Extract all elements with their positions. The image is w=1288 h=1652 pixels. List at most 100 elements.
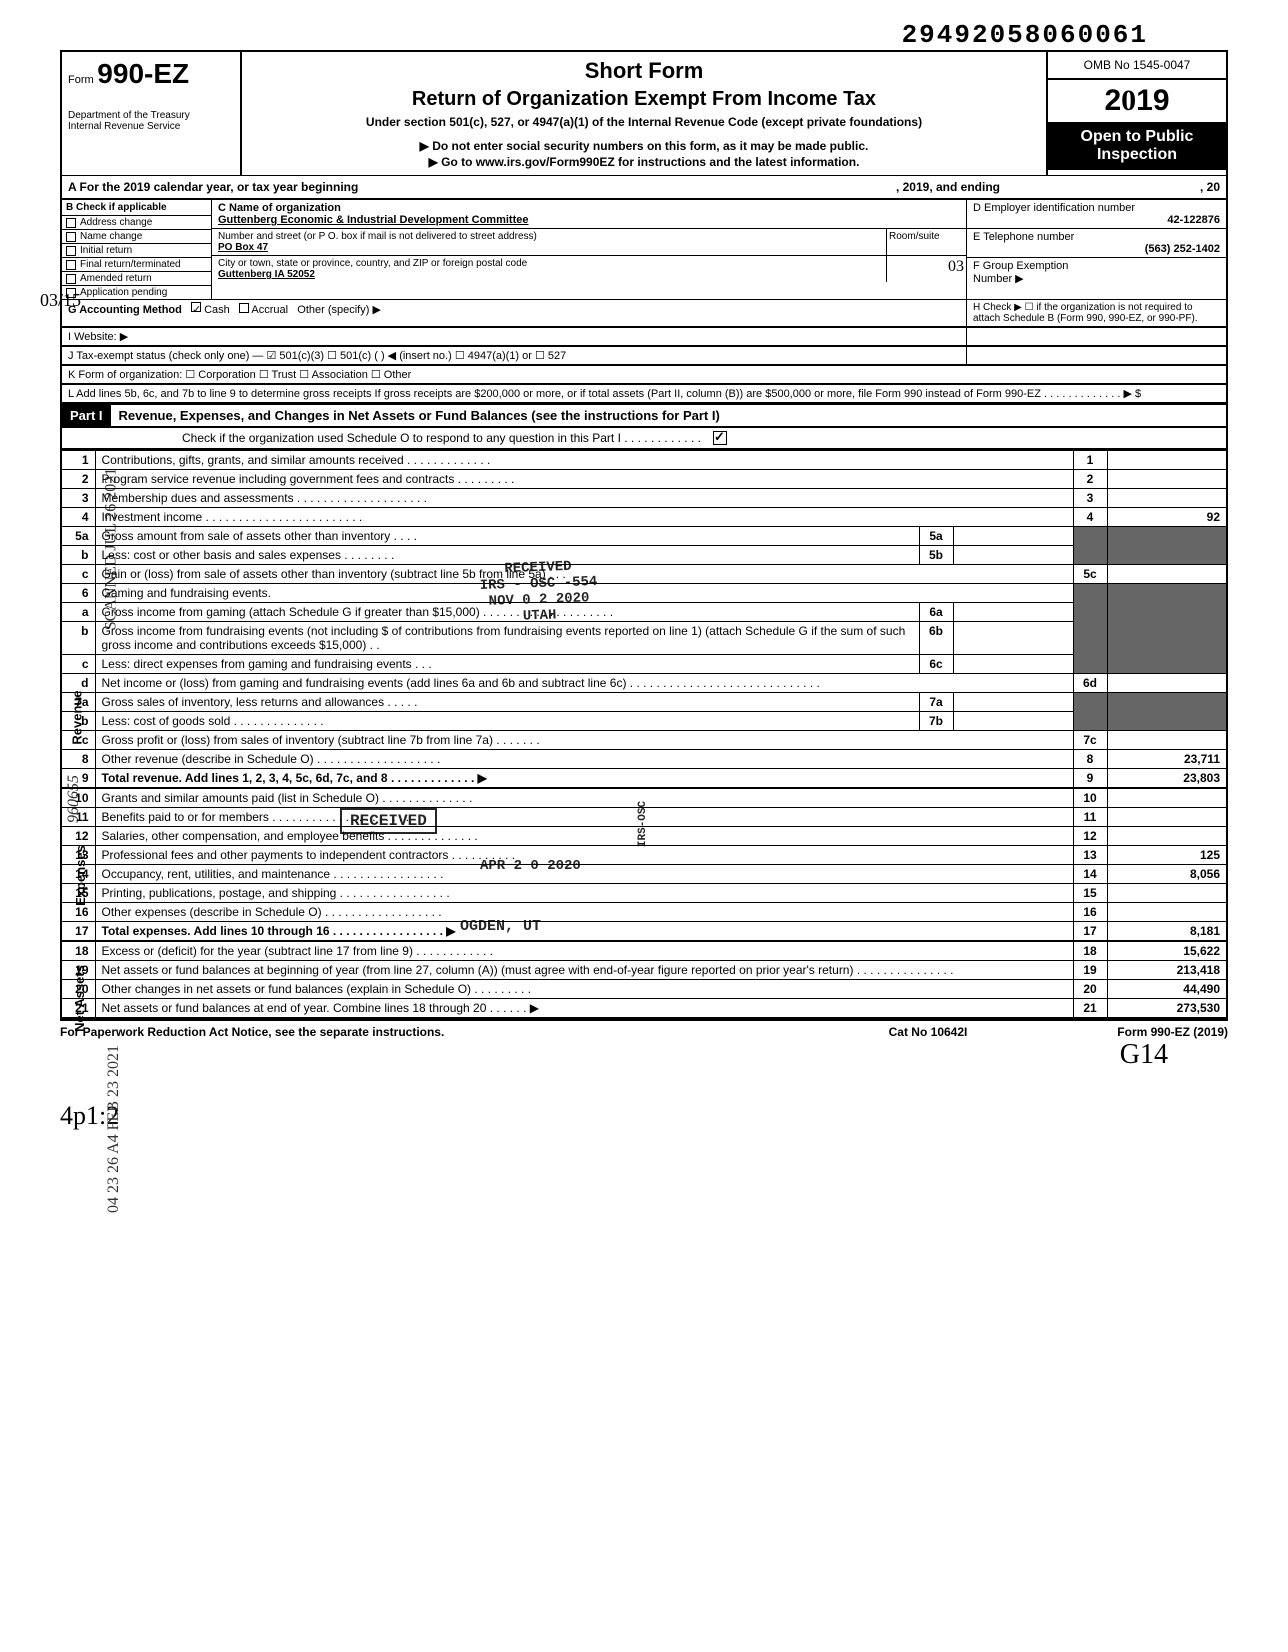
- hand-0315: 03/15: [40, 290, 81, 311]
- street-label: Number and street (or P O. box if mail i…: [218, 231, 537, 242]
- tax-year: 20201919: [1048, 80, 1226, 122]
- hand-g14: G14: [60, 1039, 1228, 1071]
- ein-label: D Employer identification number: [973, 202, 1135, 214]
- group-exemption-label: F Group Exemption: [973, 260, 1068, 272]
- chk-accrual[interactable]: [239, 303, 249, 313]
- footer-cat-no: Cat No 10642I: [828, 1025, 1028, 1039]
- line18-desc: Excess or (deficit) for the year (subtra…: [95, 942, 1073, 961]
- line15-desc: Printing, publications, postage, and shi…: [95, 884, 1073, 903]
- chk-amended[interactable]: Amended return: [62, 272, 211, 286]
- line5b-desc: Less: cost or other basis and sales expe…: [95, 546, 919, 565]
- line10-desc: Grants and similar amounts paid (list in…: [95, 789, 1073, 808]
- line1-desc: Contributions, gifts, grants, and simila…: [95, 451, 1073, 470]
- line6d-desc: Net income or (loss) from gaming and fun…: [95, 674, 1073, 693]
- footer-form-no: Form 990-EZ (2019): [1028, 1025, 1228, 1039]
- line5a-desc: Gross amount from sale of assets other t…: [95, 527, 919, 546]
- line13-desc: Professional fees and other payments to …: [95, 846, 1073, 865]
- row-a-left: A For the 2019 calendar year, or tax yea…: [68, 180, 358, 194]
- line14-amt: 8,056: [1107, 865, 1227, 884]
- room-value: 03: [886, 256, 966, 282]
- line19-amt: 213,418: [1107, 961, 1227, 980]
- line8-desc: Other revenue (describe in Schedule O) .…: [95, 750, 1073, 769]
- line4-amt: 92: [1107, 508, 1227, 527]
- dept-treasury: Department of the Treasury Internal Reve…: [68, 90, 234, 132]
- cash-label: Cash: [204, 304, 230, 316]
- row-h: H Check ▶ ☐ if the organization is not r…: [966, 300, 1226, 326]
- chk-final-return[interactable]: Final return/terminated: [62, 258, 211, 272]
- short-form-title: Short Form: [252, 58, 1036, 84]
- chk-app-pending[interactable]: Application pending: [62, 286, 211, 299]
- line9-desc: Total revenue. Add lines 1, 2, 3, 4, 5c,…: [95, 769, 1073, 788]
- chk-cash[interactable]: ✓: [191, 302, 201, 312]
- group-number-label: Number ▶: [973, 273, 1024, 285]
- ssn-note: ▶ Do not enter social security numbers o…: [252, 139, 1036, 153]
- tel-label: E Telephone number: [973, 231, 1074, 243]
- line6a-desc: Gross income from gaming (attach Schedul…: [95, 603, 919, 622]
- chk-name-change[interactable]: Name change: [62, 230, 211, 244]
- line6b-desc: Gross income from fundraising events (no…: [95, 622, 919, 655]
- part1-label: Part I: [62, 405, 111, 426]
- line20-amt: 44,490: [1107, 980, 1227, 999]
- row-g-label: G Accounting Method: [68, 304, 182, 316]
- line13-amt: 125: [1107, 846, 1227, 865]
- tel-value: (563) 252-1402: [973, 243, 1220, 255]
- line11-desc: Benefits paid to or for members . . . . …: [95, 808, 1073, 827]
- line6-desc: Gaming and fundraising events.: [95, 584, 1073, 603]
- line5c-desc: Gain or (loss) from sale of assets other…: [95, 565, 1073, 584]
- open-public-2: Inspection: [1054, 146, 1220, 164]
- line17-amt: 8,181: [1107, 922, 1227, 941]
- chk-initial-return[interactable]: Initial return: [62, 244, 211, 258]
- line21-amt: 273,530: [1107, 999, 1227, 1019]
- hand-4p12: 4p1:2: [60, 1101, 1228, 1131]
- line3-desc: Membership dues and assessments . . . . …: [95, 489, 1073, 508]
- form-prefix: Form: [68, 74, 94, 86]
- dln-number: 29492058060061: [60, 20, 1228, 50]
- omb-number: OMB No 1545-0047: [1048, 52, 1226, 80]
- row-k-form-org: K Form of organization: ☐ Corporation ☐ …: [62, 366, 1226, 383]
- date-margin: 04 23 26 A4 FEB 23 2021: [105, 1045, 123, 1213]
- city-label: City or town, state or province, country…: [218, 258, 527, 269]
- line19-desc: Net assets or fund balances at beginning…: [95, 961, 1073, 980]
- line6c-desc: Less: direct expenses from gaming and fu…: [95, 655, 919, 674]
- side-expenses: Expenses: [73, 845, 88, 906]
- goto-note: ▶ Go to www.irs.gov/Form990EZ for instru…: [252, 155, 1036, 169]
- org-name: Guttenberg Economic & Industrial Develop…: [218, 214, 529, 226]
- open-public-1: Open to Public: [1054, 128, 1220, 146]
- city-value: Guttenberg IA 52052: [218, 269, 315, 280]
- line20-desc: Other changes in net assets or fund bala…: [95, 980, 1073, 999]
- line7b-desc: Less: cost of goods sold . . . . . . . .…: [95, 712, 919, 731]
- line21-desc: Net assets or fund balances at end of ye…: [95, 999, 1073, 1019]
- other-specify: Other (specify) ▶: [297, 304, 381, 316]
- line16-desc: Other expenses (describe in Schedule O) …: [95, 903, 1073, 922]
- chk-address-change[interactable]: Address change: [62, 216, 211, 230]
- footer-paperwork: For Paperwork Reduction Act Notice, see …: [60, 1025, 828, 1039]
- name-label: C Name of organization: [218, 202, 341, 214]
- row-a-end: , 20: [1200, 180, 1220, 194]
- line4-desc: Investment income . . . . . . . . . . . …: [95, 508, 1073, 527]
- part1-checkbox[interactable]: [713, 431, 727, 445]
- form-number: 990-EZ: [97, 58, 189, 89]
- part1-check-text: Check if the organization used Schedule …: [62, 428, 709, 448]
- accrual-label: Accrual: [251, 304, 288, 316]
- row-a-mid: , 2019, and ending: [896, 180, 1000, 194]
- row-i-website: I Website: ▶: [62, 328, 966, 345]
- ein-value: 42-122876: [973, 214, 1220, 226]
- line18-amt: 15,622: [1107, 942, 1227, 961]
- line7a-desc: Gross sales of inventory, less returns a…: [95, 693, 919, 712]
- line9-amt: 23,803: [1107, 769, 1227, 788]
- line14-desc: Occupancy, rent, utilities, and maintena…: [95, 865, 1073, 884]
- side-revenue: Revenue: [70, 690, 85, 744]
- line17-desc: Total expenses. Add lines 10 through 16 …: [95, 922, 1073, 941]
- line2-desc: Program service revenue including govern…: [95, 470, 1073, 489]
- row-l-gross: L Add lines 5b, 6c, and 7b to line 9 to …: [62, 385, 1226, 402]
- side-net-assets: Net Assets: [72, 965, 87, 1032]
- line7c-desc: Gross profit or (loss) from sales of inv…: [95, 731, 1073, 750]
- street-value: PO Box 47: [218, 242, 268, 253]
- part1-title: Revenue, Expenses, and Changes in Net As…: [111, 405, 1226, 426]
- row-j-status: J Tax-exempt status (check only one) — ☑…: [62, 347, 966, 364]
- under-section: Under section 501(c), 527, or 4947(a)(1)…: [252, 115, 1036, 129]
- line8-amt: 23,711: [1107, 750, 1227, 769]
- col-b-head: B Check if applicable: [62, 200, 211, 216]
- return-title: Return of Organization Exempt From Incom…: [252, 88, 1036, 111]
- room-suite-label: Room/suite: [886, 229, 966, 255]
